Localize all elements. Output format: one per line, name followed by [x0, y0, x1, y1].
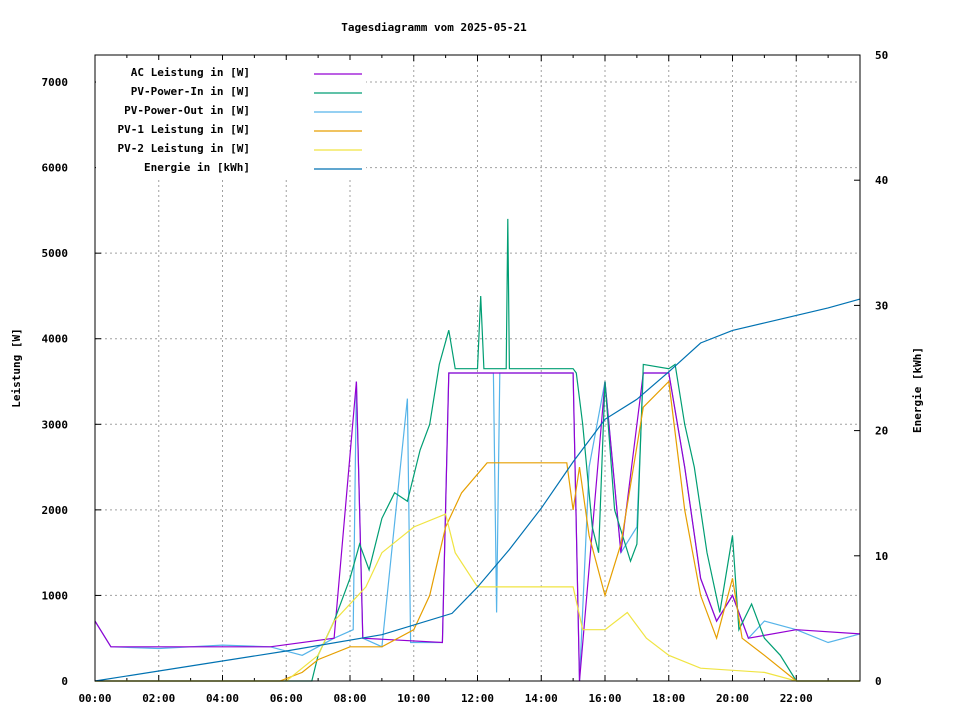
x-tick-label: 10:00: [397, 692, 430, 705]
y-tick-label: 6000: [42, 162, 69, 175]
legend: AC Leistung in [W] PV-Power-In in [W] PV-P…: [118, 66, 362, 174]
y2-tick-label: 10: [875, 550, 888, 563]
y-tick-label: 3000: [42, 418, 69, 431]
x-tick-label: 06:00: [270, 692, 303, 705]
y-tick-label: 0: [61, 675, 68, 688]
y2-axis-label: Energie [kWh]: [911, 347, 924, 433]
x-tick-label: 22:00: [780, 692, 813, 705]
y2-tick-label: 0: [875, 675, 882, 688]
y-tick-label: 7000: [42, 76, 69, 89]
y-tick-label: 1000: [42, 589, 69, 602]
y2-tick-label: 40: [875, 174, 888, 187]
y-tick-label: 2000: [42, 504, 69, 517]
chart-title: Tagesdiagramm vom 2025-05-21: [341, 21, 527, 34]
legend-label-5: Energie in [kWh]: [144, 161, 250, 174]
series-line-4: [95, 513, 860, 682]
x-tick-label: 02:00: [142, 692, 175, 705]
y2-tick-label: 30: [875, 299, 888, 312]
plot-border: [94, 54, 861, 682]
legend-label-3: PV-1 Leistung in [W]: [118, 123, 250, 136]
x-tick-label: 00:00: [78, 692, 111, 705]
legend-label-0: AC Leistung in [W]: [131, 66, 250, 79]
y-tick-label: 4000: [42, 333, 69, 346]
series-line-3: [95, 380, 860, 682]
legend-label-1: PV-Power-In in [W]: [131, 85, 250, 98]
legend-background: [96, 60, 366, 180]
x-tick-label: 20:00: [716, 692, 749, 705]
y2-tick-label: 20: [875, 425, 888, 438]
x-tick-label: 16:00: [588, 692, 621, 705]
axis-ticks: 00:00 02:00 04:00 06:00 08:00 10:00 12:00 14:00…: [42, 49, 889, 705]
legend-label-2: PV-Power-Out in [W]: [124, 104, 250, 117]
y-tick-label: 5000: [42, 247, 69, 260]
x-tick-label: 08:00: [333, 692, 366, 705]
y-axis-label: Leistung [W]: [10, 328, 23, 407]
x-tick-label: 04:00: [206, 692, 239, 705]
x-tick-label: 18:00: [652, 692, 685, 705]
y2-tick-label: 50: [875, 49, 888, 62]
legend-label-4: PV-2 Leistung in [W]: [118, 142, 250, 155]
x-tick-label: 14:00: [525, 692, 558, 705]
x-tick-label: 12:00: [461, 692, 494, 705]
series-line-1: [95, 218, 860, 682]
series-group: [94, 218, 861, 682]
series-line-5: [94, 298, 861, 682]
